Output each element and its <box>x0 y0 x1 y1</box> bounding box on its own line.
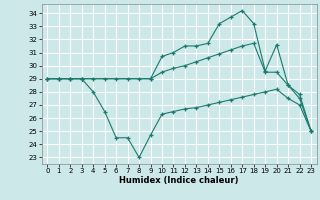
X-axis label: Humidex (Indice chaleur): Humidex (Indice chaleur) <box>119 176 239 185</box>
